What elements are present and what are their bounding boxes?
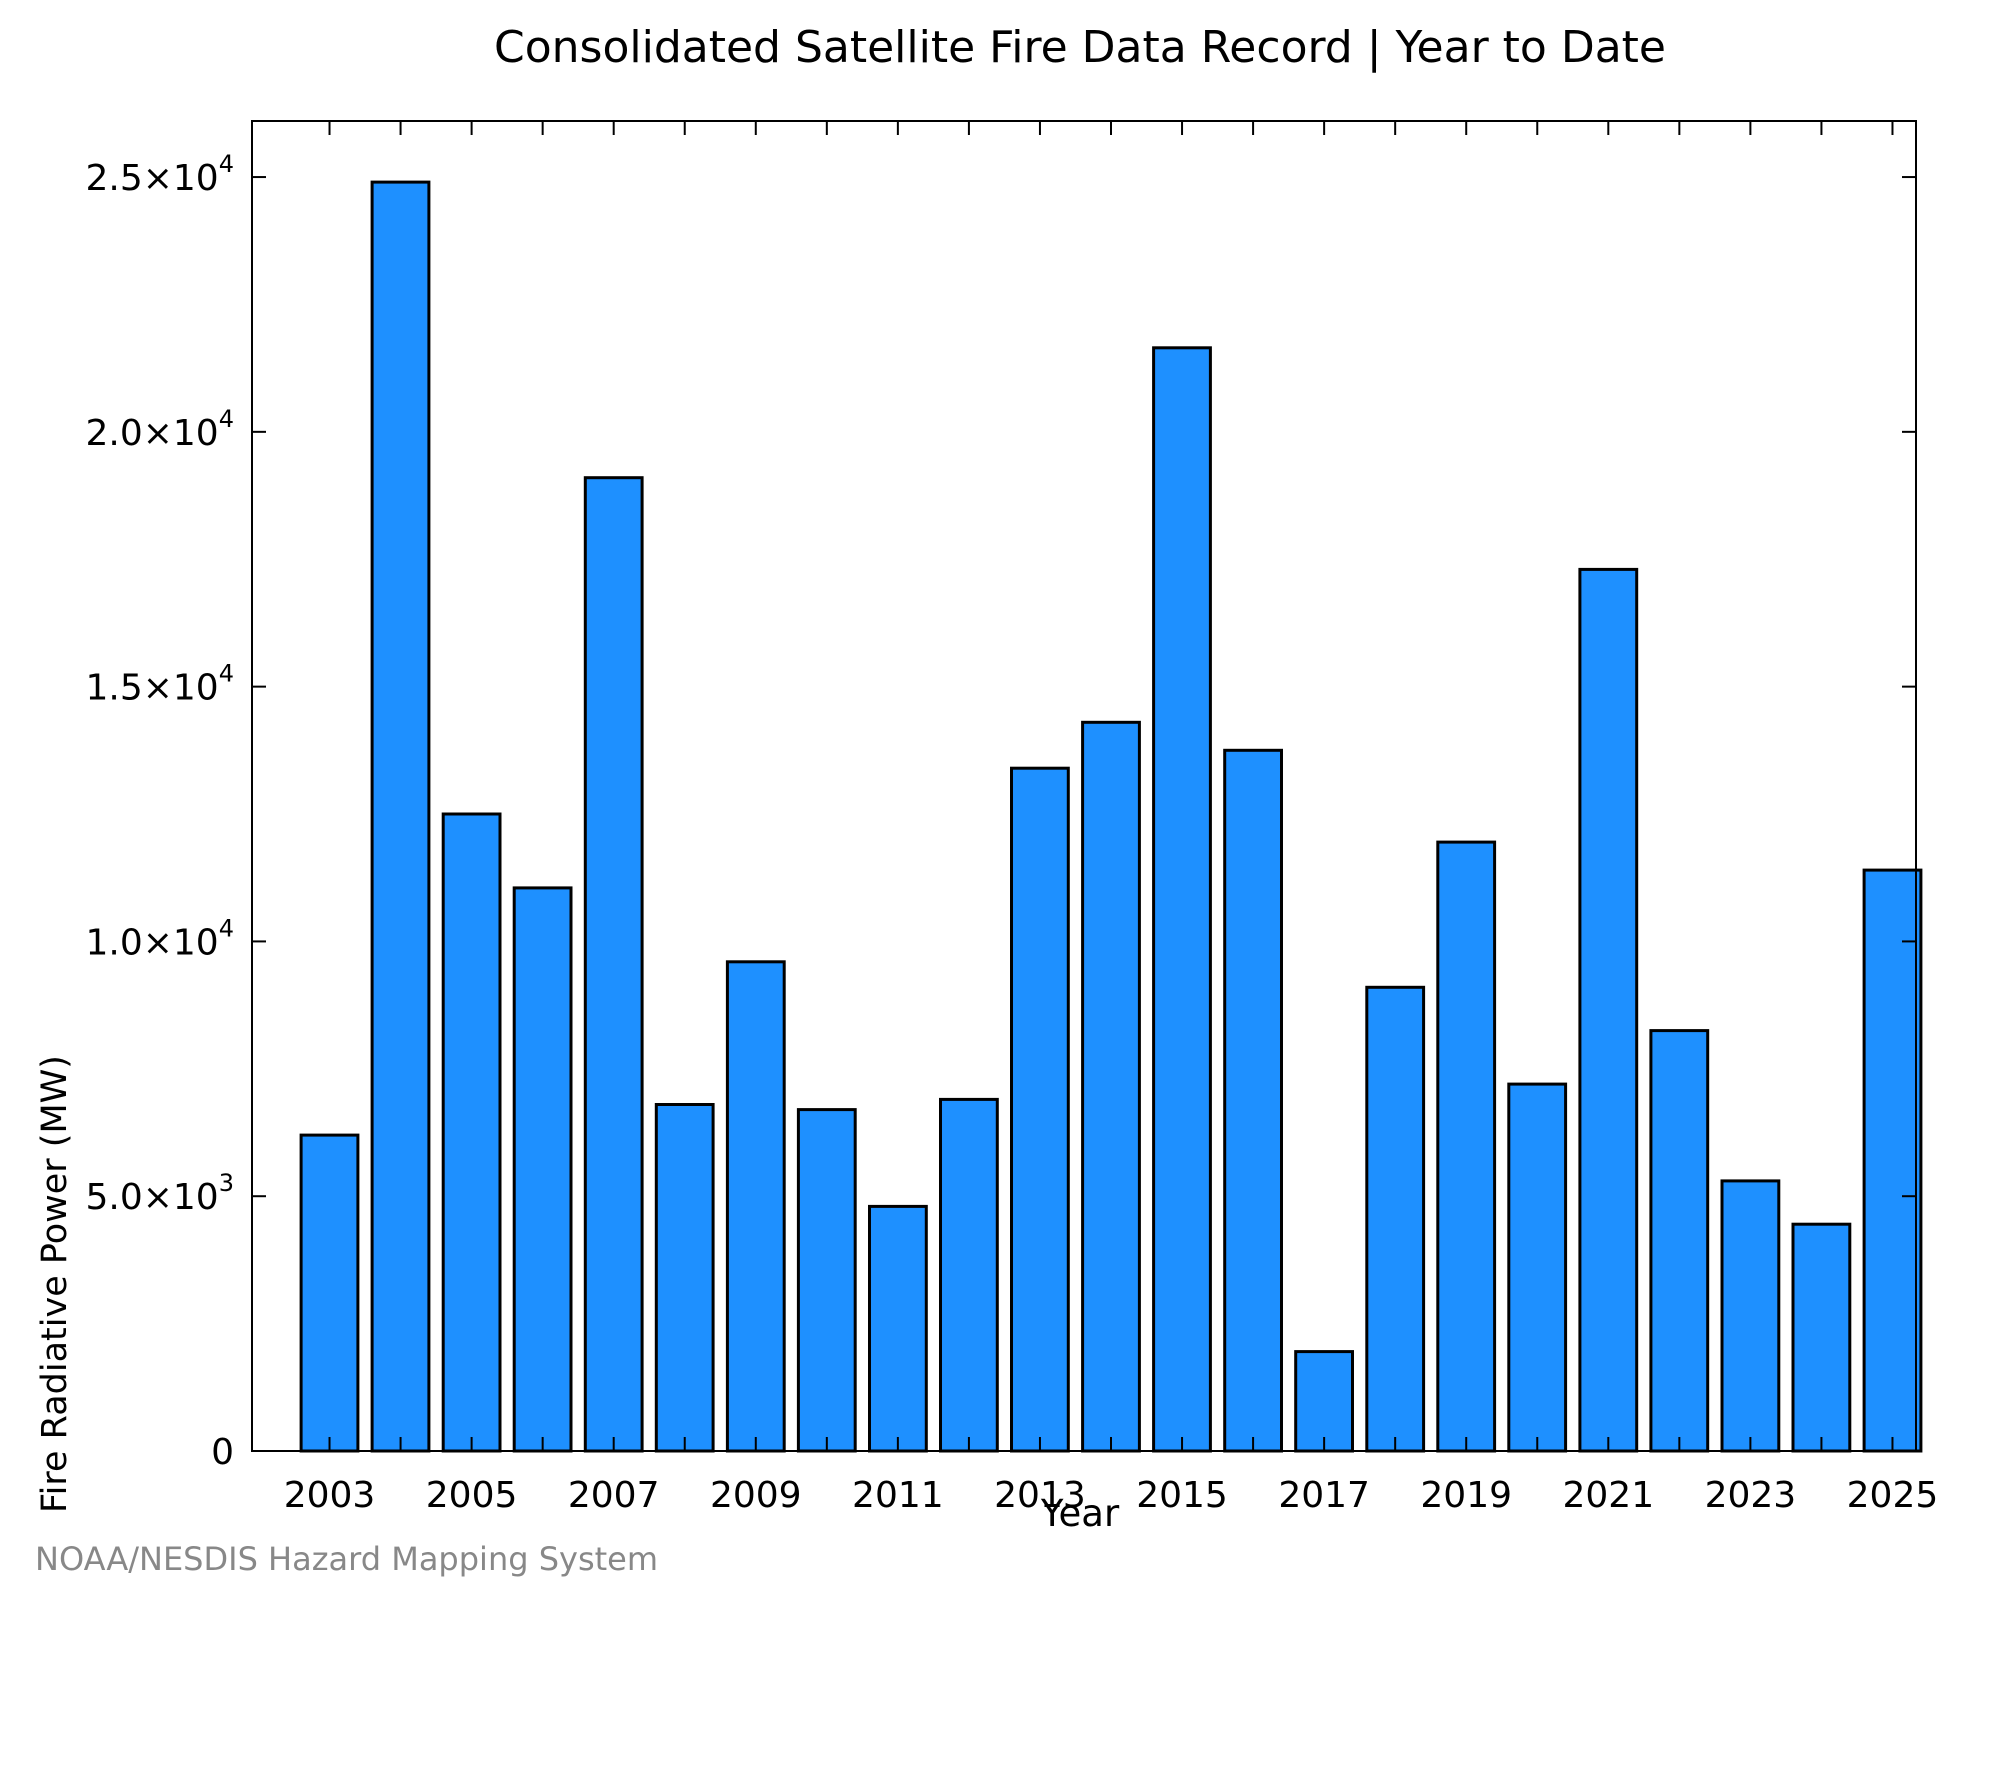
x-tick-label-2005: 2005 — [426, 1475, 518, 1516]
plot-frame — [251, 120, 1917, 1452]
x-tick-label-2009: 2009 — [710, 1475, 802, 1516]
x-tick-label-2007: 2007 — [568, 1475, 660, 1516]
bar-2017 — [1294, 1350, 1354, 1453]
bar-2006 — [512, 886, 573, 1453]
x-tick-label-2023: 2023 — [1705, 1475, 1797, 1516]
y-tick-label-10000: 1.0×104 — [85, 914, 234, 963]
bar-2003 — [299, 1133, 360, 1453]
chart-title: Consolidated Satellite Fire Data Record … — [494, 22, 1666, 73]
bar-2014 — [1081, 720, 1141, 1453]
bar-2013 — [1010, 766, 1070, 1453]
bar-2005 — [441, 812, 502, 1453]
bar-2025 — [1862, 868, 1923, 1453]
y-tick-label-0: 0 — [211, 1432, 234, 1473]
x-tick-label-2019: 2019 — [1420, 1475, 1512, 1516]
bar-2024 — [1791, 1222, 1852, 1453]
bar-2023 — [1720, 1179, 1781, 1453]
x-tick-label-2003: 2003 — [284, 1475, 376, 1516]
bar-2020 — [1507, 1082, 1568, 1453]
y-tick-label-5000: 5.0×103 — [85, 1169, 234, 1218]
y-tick-label-15000: 1.5×104 — [85, 660, 234, 709]
bar-2018 — [1365, 985, 1426, 1453]
bar-2015 — [1152, 346, 1212, 1453]
x-tick-label-2025: 2025 — [1847, 1475, 1939, 1516]
x-tick-label-2017: 2017 — [1278, 1475, 1370, 1516]
bar-2004 — [370, 180, 431, 1453]
bar-2008 — [654, 1103, 715, 1453]
chart-root: Consolidated Satellite Fire Data Record … — [35, 22, 1939, 1578]
y-axis-label: Fire Radiative Power (MW) — [35, 1055, 75, 1513]
bar-2007 — [583, 476, 644, 1453]
bar-2022 — [1649, 1029, 1710, 1453]
y-tick-label-25000: 2.5×104 — [85, 150, 234, 199]
plot-area: 2003 2005 2007 2009 2011 2013 2015 2017 2019 2021… — [85, 120, 1939, 1516]
footer-credit: NOAA/NESDIS Hazard Mapping System — [35, 1540, 659, 1578]
bar-2016 — [1223, 748, 1283, 1453]
bar-2011 — [868, 1204, 928, 1453]
x-tick-label-2011: 2011 — [852, 1475, 944, 1516]
bar-2012 — [939, 1097, 999, 1453]
bar-2019 — [1436, 840, 1497, 1453]
x-axis-label: Year — [1040, 1492, 1120, 1535]
bar-2021 — [1578, 567, 1639, 1453]
bar-2009 — [725, 960, 786, 1453]
x-tick-label-2021: 2021 — [1562, 1475, 1654, 1516]
bar-2010 — [796, 1108, 857, 1453]
x-tick-label-2015: 2015 — [1136, 1475, 1228, 1516]
y-tick-label-20000: 2.0×104 — [85, 405, 234, 454]
x-tick-label-2013: 2013 — [994, 1475, 1086, 1516]
